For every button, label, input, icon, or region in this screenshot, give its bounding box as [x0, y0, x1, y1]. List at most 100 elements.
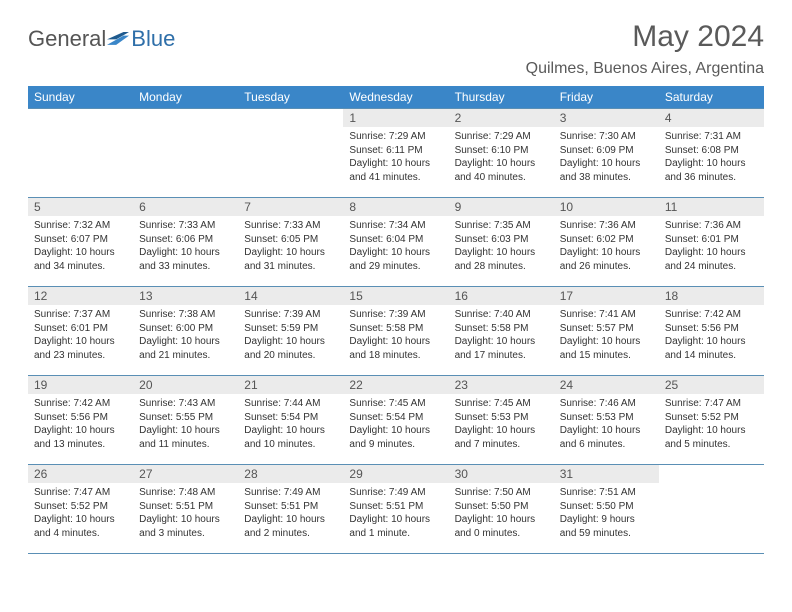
- day-info: Sunrise: 7:36 AMSunset: 6:01 PMDaylight:…: [659, 216, 764, 277]
- month-title: May 2024: [526, 20, 764, 54]
- day-info: Sunrise: 7:45 AMSunset: 5:54 PMDaylight:…: [343, 394, 448, 455]
- logo-text-b: Blue: [131, 26, 175, 52]
- day-number: 19: [28, 376, 133, 394]
- day-number: 8: [343, 198, 448, 216]
- calendar-day-cell: 13Sunrise: 7:38 AMSunset: 6:00 PMDayligh…: [133, 287, 238, 376]
- day-number: 24: [554, 376, 659, 394]
- day-info: Sunrise: 7:30 AMSunset: 6:09 PMDaylight:…: [554, 127, 659, 188]
- day-number: 6: [133, 198, 238, 216]
- day-number: 9: [449, 198, 554, 216]
- calendar-day-cell: 1Sunrise: 7:29 AMSunset: 6:11 PMDaylight…: [343, 109, 448, 198]
- calendar-day-cell: 6Sunrise: 7:33 AMSunset: 6:06 PMDaylight…: [133, 198, 238, 287]
- calendar-day-cell: 10Sunrise: 7:36 AMSunset: 6:02 PMDayligh…: [554, 198, 659, 287]
- calendar-day-cell: 30Sunrise: 7:50 AMSunset: 5:50 PMDayligh…: [449, 465, 554, 554]
- calendar-day-cell: 18Sunrise: 7:42 AMSunset: 5:56 PMDayligh…: [659, 287, 764, 376]
- day-number: 11: [659, 198, 764, 216]
- day-number: 28: [238, 465, 343, 483]
- day-info: Sunrise: 7:42 AMSunset: 5:56 PMDaylight:…: [659, 305, 764, 366]
- calendar-day-cell: 27Sunrise: 7:48 AMSunset: 5:51 PMDayligh…: [133, 465, 238, 554]
- calendar-week-row: 1Sunrise: 7:29 AMSunset: 6:11 PMDaylight…: [28, 109, 764, 198]
- day-number: 1: [343, 109, 448, 127]
- day-number: 3: [554, 109, 659, 127]
- day-info: Sunrise: 7:36 AMSunset: 6:02 PMDaylight:…: [554, 216, 659, 277]
- day-number: 13: [133, 287, 238, 305]
- calendar-day-cell: 24Sunrise: 7:46 AMSunset: 5:53 PMDayligh…: [554, 376, 659, 465]
- calendar-week-row: 12Sunrise: 7:37 AMSunset: 6:01 PMDayligh…: [28, 287, 764, 376]
- logo-text-a: General: [28, 26, 106, 52]
- calendar-day-cell: 26Sunrise: 7:47 AMSunset: 5:52 PMDayligh…: [28, 465, 133, 554]
- calendar-day-cell: 31Sunrise: 7:51 AMSunset: 5:50 PMDayligh…: [554, 465, 659, 554]
- day-info: Sunrise: 7:35 AMSunset: 6:03 PMDaylight:…: [449, 216, 554, 277]
- title-block: May 2024 Quilmes, Buenos Aires, Argentin…: [526, 20, 764, 78]
- weekday-header: Friday: [554, 86, 659, 109]
- calendar-week-row: 26Sunrise: 7:47 AMSunset: 5:52 PMDayligh…: [28, 465, 764, 554]
- calendar-day-cell: 2Sunrise: 7:29 AMSunset: 6:10 PMDaylight…: [449, 109, 554, 198]
- day-number: 16: [449, 287, 554, 305]
- calendar-day-cell: 19Sunrise: 7:42 AMSunset: 5:56 PMDayligh…: [28, 376, 133, 465]
- day-info: Sunrise: 7:40 AMSunset: 5:58 PMDaylight:…: [449, 305, 554, 366]
- day-info: Sunrise: 7:31 AMSunset: 6:08 PMDaylight:…: [659, 127, 764, 188]
- day-info: Sunrise: 7:34 AMSunset: 6:04 PMDaylight:…: [343, 216, 448, 277]
- weekday-header: Monday: [133, 86, 238, 109]
- day-info: Sunrise: 7:29 AMSunset: 6:11 PMDaylight:…: [343, 127, 448, 188]
- weekday-header-row: SundayMondayTuesdayWednesdayThursdayFrid…: [28, 86, 764, 109]
- calendar-day-cell: 15Sunrise: 7:39 AMSunset: 5:58 PMDayligh…: [343, 287, 448, 376]
- day-number: 26: [28, 465, 133, 483]
- day-number: 4: [659, 109, 764, 127]
- day-info: Sunrise: 7:41 AMSunset: 5:57 PMDaylight:…: [554, 305, 659, 366]
- day-info: Sunrise: 7:32 AMSunset: 6:07 PMDaylight:…: [28, 216, 133, 277]
- calendar-day-cell: 11Sunrise: 7:36 AMSunset: 6:01 PMDayligh…: [659, 198, 764, 287]
- day-number: 17: [554, 287, 659, 305]
- day-number: 29: [343, 465, 448, 483]
- day-info: Sunrise: 7:48 AMSunset: 5:51 PMDaylight:…: [133, 483, 238, 544]
- day-info: Sunrise: 7:39 AMSunset: 5:59 PMDaylight:…: [238, 305, 343, 366]
- day-info: Sunrise: 7:51 AMSunset: 5:50 PMDaylight:…: [554, 483, 659, 544]
- day-number: 27: [133, 465, 238, 483]
- day-info: Sunrise: 7:43 AMSunset: 5:55 PMDaylight:…: [133, 394, 238, 455]
- calendar-day-cell: 3Sunrise: 7:30 AMSunset: 6:09 PMDaylight…: [554, 109, 659, 198]
- calendar-day-cell: 16Sunrise: 7:40 AMSunset: 5:58 PMDayligh…: [449, 287, 554, 376]
- day-number: 10: [554, 198, 659, 216]
- day-info: Sunrise: 7:50 AMSunset: 5:50 PMDaylight:…: [449, 483, 554, 544]
- calendar-day-cell: 4Sunrise: 7:31 AMSunset: 6:08 PMDaylight…: [659, 109, 764, 198]
- calendar-day-cell: 23Sunrise: 7:45 AMSunset: 5:53 PMDayligh…: [449, 376, 554, 465]
- day-number: 20: [133, 376, 238, 394]
- day-info: Sunrise: 7:42 AMSunset: 5:56 PMDaylight:…: [28, 394, 133, 455]
- calendar-day-cell: 20Sunrise: 7:43 AMSunset: 5:55 PMDayligh…: [133, 376, 238, 465]
- calendar-day-cell: 22Sunrise: 7:45 AMSunset: 5:54 PMDayligh…: [343, 376, 448, 465]
- header: General Blue May 2024 Quilmes, Buenos Ai…: [28, 20, 764, 78]
- day-number: 30: [449, 465, 554, 483]
- calendar-body: 1Sunrise: 7:29 AMSunset: 6:11 PMDaylight…: [28, 109, 764, 554]
- calendar-table: SundayMondayTuesdayWednesdayThursdayFrid…: [28, 86, 764, 554]
- location-text: Quilmes, Buenos Aires, Argentina: [526, 60, 764, 78]
- calendar-day-cell: 28Sunrise: 7:49 AMSunset: 5:51 PMDayligh…: [238, 465, 343, 554]
- day-info: Sunrise: 7:33 AMSunset: 6:06 PMDaylight:…: [133, 216, 238, 277]
- weekday-header: Sunday: [28, 86, 133, 109]
- ribbon-icon: [107, 30, 129, 48]
- calendar-day-cell: [659, 465, 764, 554]
- day-number: 15: [343, 287, 448, 305]
- calendar-day-cell: 7Sunrise: 7:33 AMSunset: 6:05 PMDaylight…: [238, 198, 343, 287]
- day-info: Sunrise: 7:29 AMSunset: 6:10 PMDaylight:…: [449, 127, 554, 188]
- calendar-page: General Blue May 2024 Quilmes, Buenos Ai…: [0, 0, 792, 564]
- weekday-header: Wednesday: [343, 86, 448, 109]
- calendar-day-cell: 14Sunrise: 7:39 AMSunset: 5:59 PMDayligh…: [238, 287, 343, 376]
- day-info: Sunrise: 7:38 AMSunset: 6:00 PMDaylight:…: [133, 305, 238, 366]
- day-number: 18: [659, 287, 764, 305]
- calendar-day-cell: 12Sunrise: 7:37 AMSunset: 6:01 PMDayligh…: [28, 287, 133, 376]
- day-number: 23: [449, 376, 554, 394]
- day-info: Sunrise: 7:47 AMSunset: 5:52 PMDaylight:…: [28, 483, 133, 544]
- day-info: Sunrise: 7:45 AMSunset: 5:53 PMDaylight:…: [449, 394, 554, 455]
- day-number: 25: [659, 376, 764, 394]
- day-number: 31: [554, 465, 659, 483]
- day-info: Sunrise: 7:47 AMSunset: 5:52 PMDaylight:…: [659, 394, 764, 455]
- day-info: Sunrise: 7:49 AMSunset: 5:51 PMDaylight:…: [343, 483, 448, 544]
- calendar-day-cell: 21Sunrise: 7:44 AMSunset: 5:54 PMDayligh…: [238, 376, 343, 465]
- calendar-day-cell: 25Sunrise: 7:47 AMSunset: 5:52 PMDayligh…: [659, 376, 764, 465]
- calendar-day-cell: [238, 109, 343, 198]
- day-number: 7: [238, 198, 343, 216]
- day-number: 22: [343, 376, 448, 394]
- weekday-header: Thursday: [449, 86, 554, 109]
- day-info: Sunrise: 7:44 AMSunset: 5:54 PMDaylight:…: [238, 394, 343, 455]
- calendar-day-cell: 5Sunrise: 7:32 AMSunset: 6:07 PMDaylight…: [28, 198, 133, 287]
